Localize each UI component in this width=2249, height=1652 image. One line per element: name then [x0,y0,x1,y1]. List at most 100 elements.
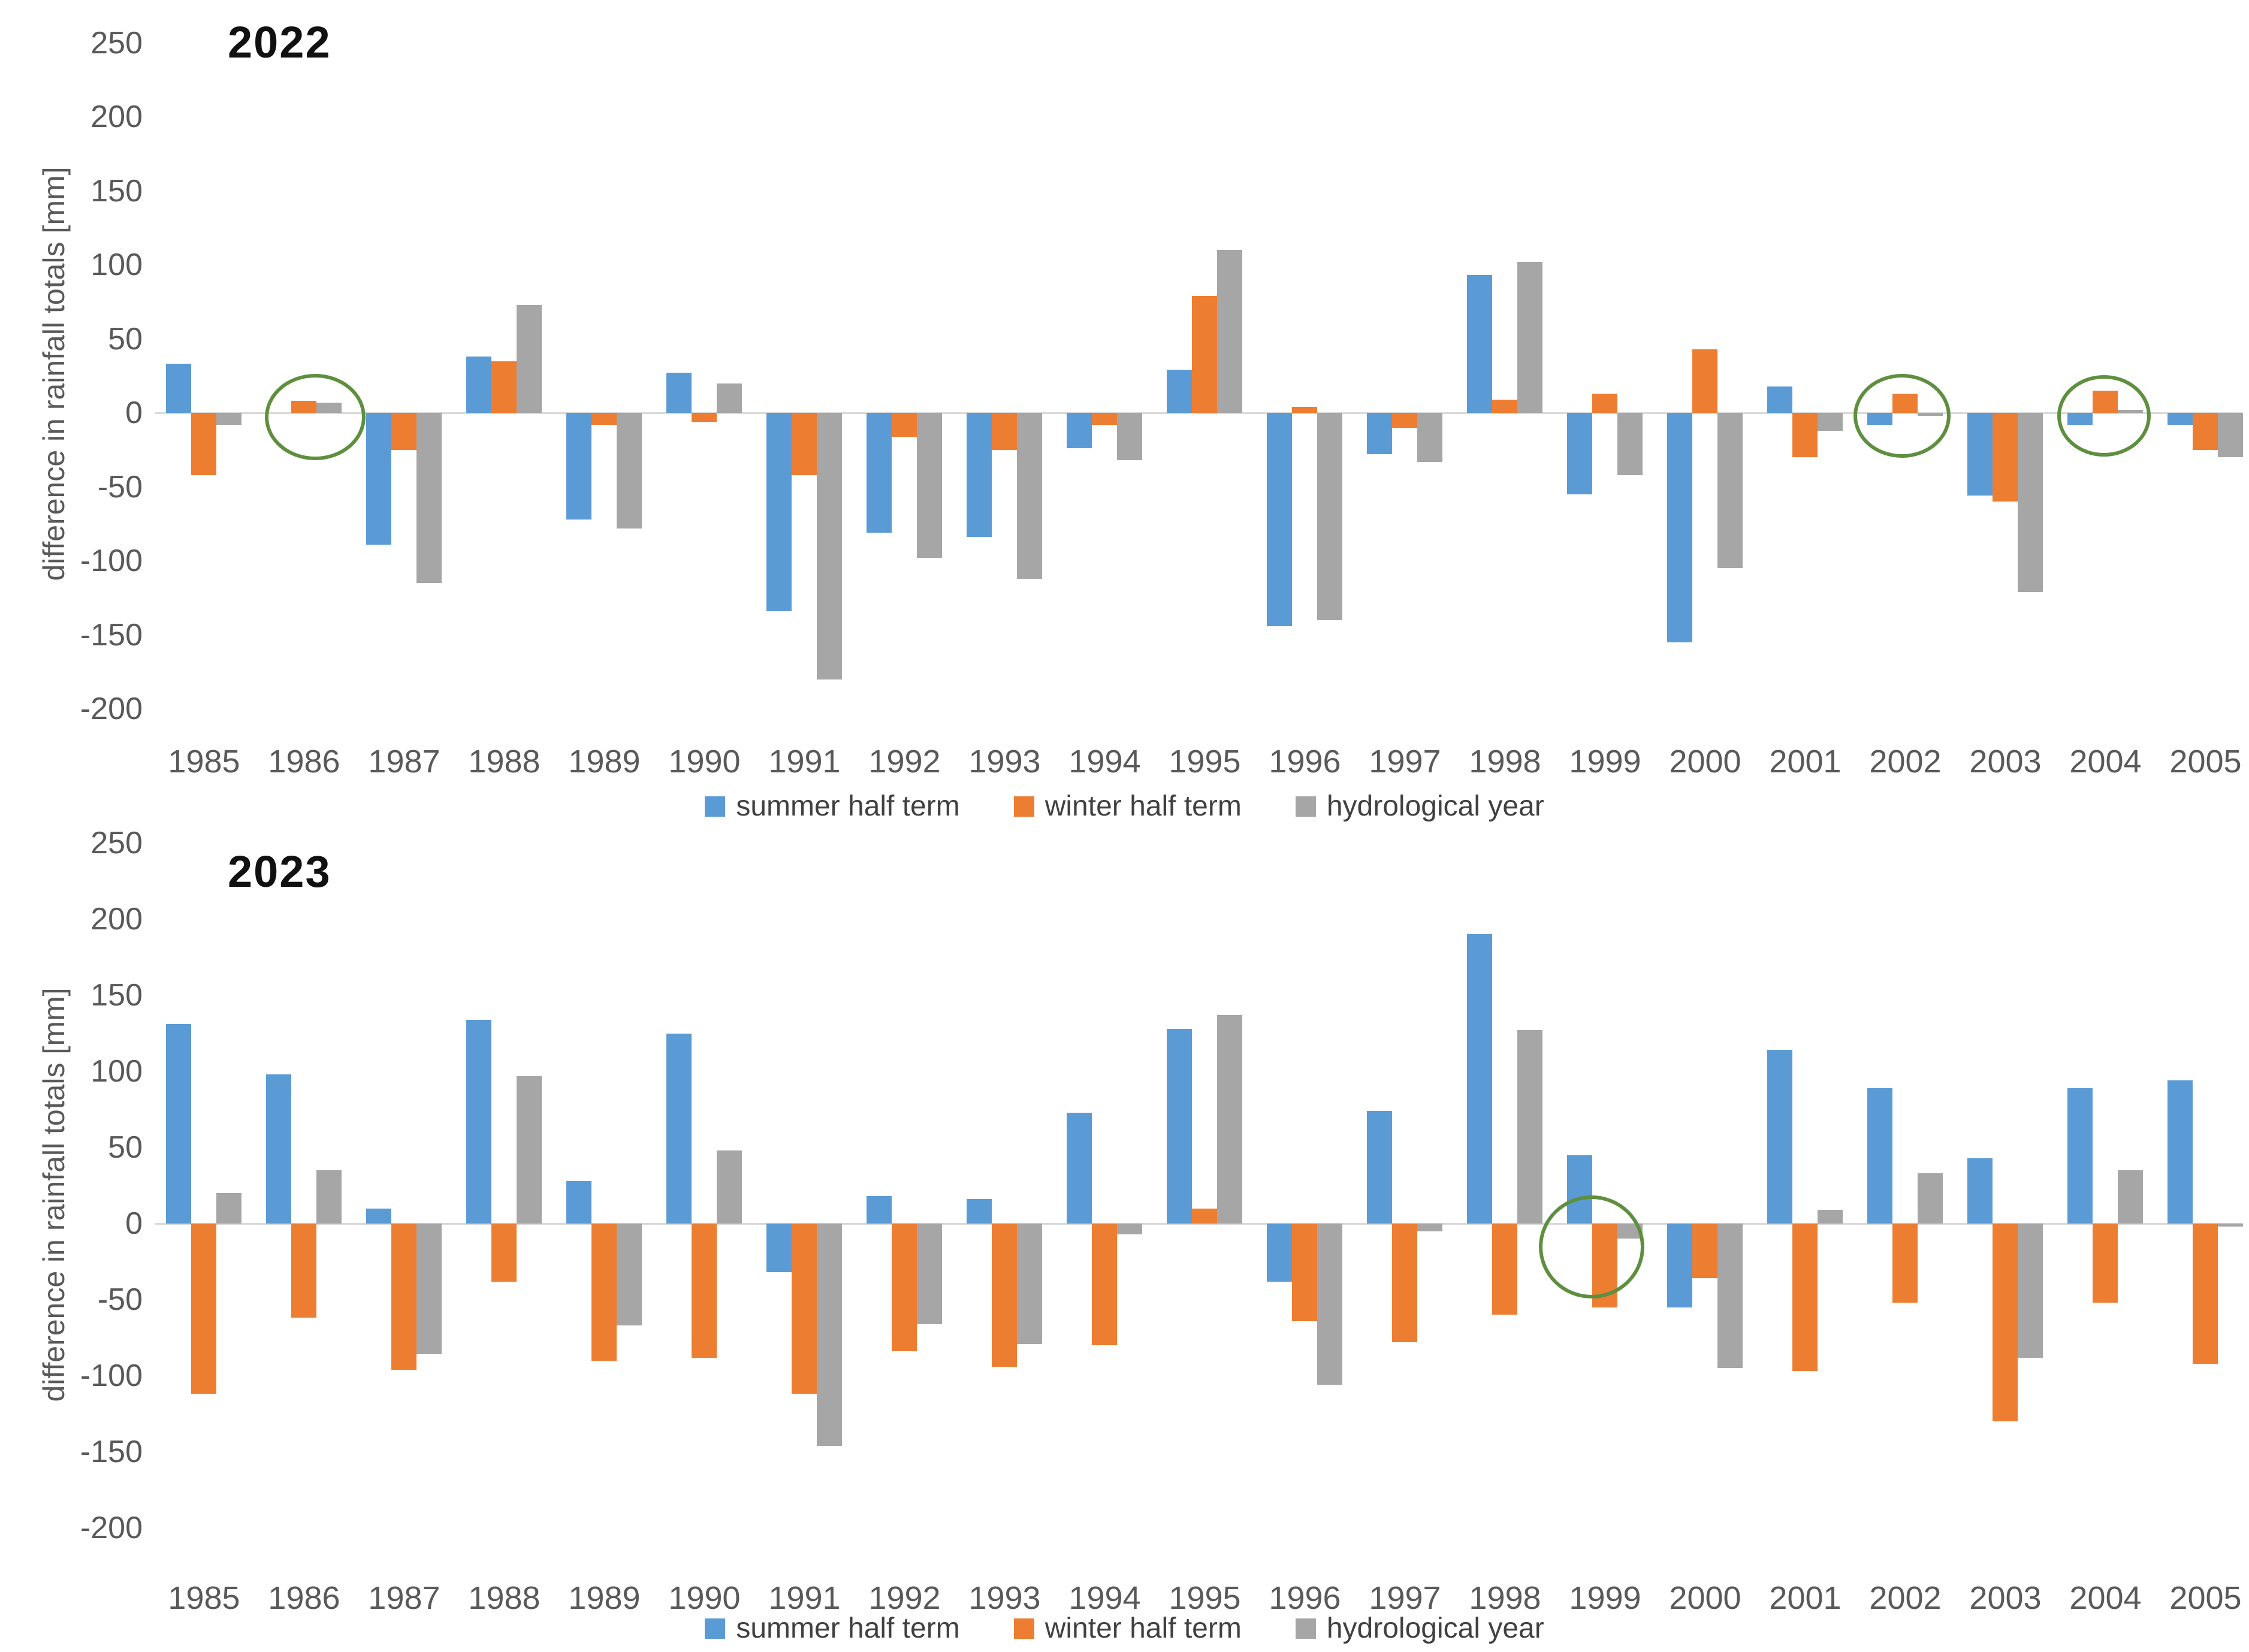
bar-2023-1991-hydrological [817,1224,842,1446]
legend-swatch-icon [1013,796,1034,817]
bar-2022-1999-winter [1592,393,1617,413]
y-tick-2023--50: -50 [97,1282,143,1317]
bar-2023-1989-summer [566,1180,591,1224]
bar-2023-1991-summer [766,1224,792,1273]
bar-2023-1987-hydrological [416,1224,442,1355]
x-label-2023-2005: 2005 [2169,1580,2242,1616]
bar-2022-2005-hydrological [2218,413,2243,458]
x-label-2022-1992: 1992 [868,744,941,780]
bar-2023-2003-hydrological [2018,1224,2043,1358]
legend-label: summer half term [736,790,960,822]
bar-2022-1992-winter [892,413,917,437]
x-label-2023-2000: 2000 [1669,1580,1741,1616]
bar-2022-1996-summer [1267,413,1292,626]
x-label-2023-1992: 1992 [868,1580,941,1616]
legend-label: winter half term [1044,1612,1242,1644]
bar-2023-2005-summer [2168,1080,2193,1224]
bar-2023-2002-summer [1867,1088,1892,1224]
bar-2023-2000-summer [1667,1224,1692,1307]
bar-2023-1992-winter [892,1224,917,1352]
y-tick-2023--150: -150 [80,1434,143,1469]
bar-2023-1997-winter [1392,1224,1417,1343]
bar-2023-1998-hydrological [1517,1030,1542,1224]
bar-2022-1987-hydrological [416,413,442,584]
x-label-2023-1997: 1997 [1369,1580,1441,1616]
legend-item-winter-half-term: winter half term [1013,790,1242,823]
x-label-2022-2000: 2000 [1669,744,1741,780]
bar-2023-1993-summer [967,1199,992,1224]
bar-2023-1990-summer [666,1033,692,1224]
bar-2023-2005-hydrological [2218,1224,2243,1227]
bar-2023-1991-winter [792,1224,817,1394]
legend-swatch-icon [1295,796,1316,817]
bar-2022-1988-summer [466,357,491,413]
bar-2022-1988-winter [491,361,517,413]
bar-2022-1992-hydrological [917,413,942,558]
x-label-2022-2001: 2001 [1769,744,1842,780]
x-label-2022-2005: 2005 [2169,744,2242,780]
bar-2023-2003-summer [1967,1158,1993,1224]
bar-2023-1990-hydrological [717,1150,742,1224]
legend-swatch-icon [1013,1618,1034,1639]
bar-2023-1988-summer [466,1019,491,1224]
chart-2022-title: 2022 [228,17,331,67]
legend-2022: summer half term winter half term hydrolog… [0,790,2249,823]
bar-2022-1999-hydrological [1617,413,1643,475]
legend-label: summer half term [736,1612,960,1644]
x-label-2022-2004: 2004 [2069,744,2142,780]
x-label-2022-1989: 1989 [568,744,641,780]
legend-swatch-icon [705,1618,726,1639]
bar-2023-1986-summer [266,1074,291,1224]
bar-2023-2001-winter [1792,1224,1818,1372]
bar-2023-1985-summer [166,1024,191,1224]
bar-2022-1994-summer [1067,413,1092,449]
bar-2022-2003-winter [1993,413,2018,502]
bar-2023-1985-winter [191,1224,216,1394]
x-label-2023-1996: 1996 [1269,1580,1341,1616]
legend-swatch-icon [1295,1618,1316,1639]
x-label-2022-1993: 1993 [968,744,1041,780]
zero-gridline-2022 [155,412,2242,414]
bar-2023-2000-hydrological [1717,1224,1743,1369]
bar-2022-1990-winter [692,413,717,422]
bar-2022-1991-winter [792,413,817,475]
bar-2023-1996-hydrological [1317,1224,1342,1385]
x-label-2023-2001: 2001 [1769,1580,1842,1616]
zero-gridline-2023 [155,1223,2242,1225]
legend-item-summer-half-term: summer half term [705,790,960,823]
y-tick-2023--200: -200 [80,1511,143,1545]
y-tick-2022--50: -50 [97,469,143,505]
bar-2022-1993-hydrological [1017,413,1042,579]
bar-2022-1995-winter [1192,295,1217,413]
bar-2023-2001-hydrological [1818,1210,1843,1224]
x-label-2022-1986: 1986 [268,744,340,780]
bar-2022-1997-winter [1392,413,1417,428]
bar-2023-1993-winter [992,1224,1017,1367]
bar-2022-1991-summer [766,413,792,611]
bar-2023-2002-hydrological [1918,1173,1943,1224]
legend-item-summer-half-term: summer half term [705,1612,960,1645]
x-label-2023-1995: 1995 [1169,1580,1241,1616]
bar-2023-1995-summer [1167,1028,1192,1224]
bar-2023-1986-hydrological [316,1170,342,1224]
bar-2023-1987-summer [366,1208,391,1224]
green-circle-2004 [2057,375,2151,457]
x-label-2022-1998: 1998 [1469,744,1541,780]
bar-2022-1990-summer [666,373,692,413]
y-tick-2022-250: 250 [90,25,143,61]
legend-2023: summer half term winter half term hydrolog… [0,1612,2249,1645]
x-label-2022-1985: 1985 [168,744,240,780]
bar-2022-2001-summer [1767,386,1792,413]
bar-2022-1990-hydrological [717,383,742,413]
bar-2023-2005-winter [2193,1224,2218,1364]
y-tick-2022-50: 50 [108,321,143,357]
bar-2023-2000-winter [1692,1224,1717,1279]
y-tick-2022-200: 200 [90,99,143,134]
legend-label: hydrological year [1326,1612,1544,1644]
bar-2022-1996-winter [1292,407,1317,413]
bar-2022-1993-winter [992,413,1017,450]
bar-2023-1992-hydrological [917,1224,942,1324]
bar-2022-2001-hydrological [1818,413,1843,431]
x-label-2022-2003: 2003 [1969,744,2042,780]
